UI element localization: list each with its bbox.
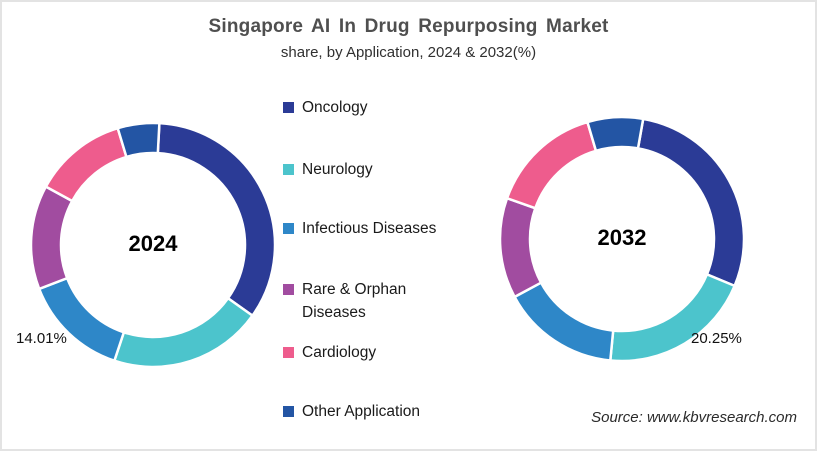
legend-label-infectious-diseases: Infectious Diseases	[302, 220, 437, 237]
donut-chart-2024: 2024	[28, 120, 278, 370]
source-attribution: Source: www.kbvresearch.com	[591, 409, 797, 426]
legend-label-cardiology: Cardiology	[302, 344, 377, 361]
donut-segment-2032-0	[636, 117, 746, 288]
donut-segment-2032-2	[512, 280, 615, 362]
legend-item-oncology: Oncology	[283, 96, 444, 119]
title-block: Singapore AI In Drug Repurposing Market …	[2, 16, 815, 61]
legend-item-rare-orphan-diseases: Rare & Orphan Diseases	[283, 278, 444, 324]
donut-segment-2024-0	[156, 121, 277, 318]
donut-chart-2032: 2032	[497, 114, 747, 364]
legend-item-neurology: Neurology	[283, 158, 444, 181]
legend-label-neurology: Neurology	[302, 161, 373, 178]
legend-swatch-rare-orphan-diseases	[283, 284, 294, 295]
legend-swatch-oncology	[283, 102, 294, 113]
donut-segment-2032-4	[505, 120, 598, 210]
legend-item-other-application: Other Application	[283, 400, 444, 423]
legend-swatch-cardiology	[283, 347, 294, 358]
legend-swatch-infectious-diseases	[283, 223, 294, 234]
legend-item-cardiology: Cardiology	[283, 341, 444, 364]
donut-rings-2024	[29, 121, 277, 369]
chart-subtitle: share, by Application, 2024 & 2032(%)	[280, 44, 537, 61]
donut-segment-2032-5	[585, 115, 645, 153]
donut-center-label-2032: 2032	[597, 225, 647, 250]
donut-segment-2024-4	[44, 126, 128, 203]
donut-segment-2024-2	[37, 276, 126, 363]
legend: Oncology Neurology Infectious Diseases R…	[283, 96, 455, 426]
legend-swatch-other-application	[283, 406, 294, 417]
legend-swatch-neurology	[283, 164, 294, 175]
legend-label-other-application: Other Application	[302, 403, 421, 420]
legend-label-oncology: Oncology	[302, 99, 368, 116]
donut-segment-2032-1	[608, 272, 737, 363]
donut-center-label-2024: 2024	[128, 231, 178, 256]
legend-item-infectious-diseases: Infectious Diseases	[283, 217, 444, 240]
donut-segment-2024-5	[116, 121, 161, 159]
legend-label-rare-orphan-diseases: Rare & Orphan Diseases	[302, 281, 407, 321]
data-label-2024-infectious-diseases: 14.01%	[16, 330, 67, 347]
chart-title: Singapore AI In Drug Repurposing Market	[208, 16, 609, 37]
donut-segment-2024-1	[112, 296, 255, 369]
data-label-2032-neurology: 20.25%	[691, 330, 742, 347]
donut-rings-2032	[498, 115, 746, 363]
